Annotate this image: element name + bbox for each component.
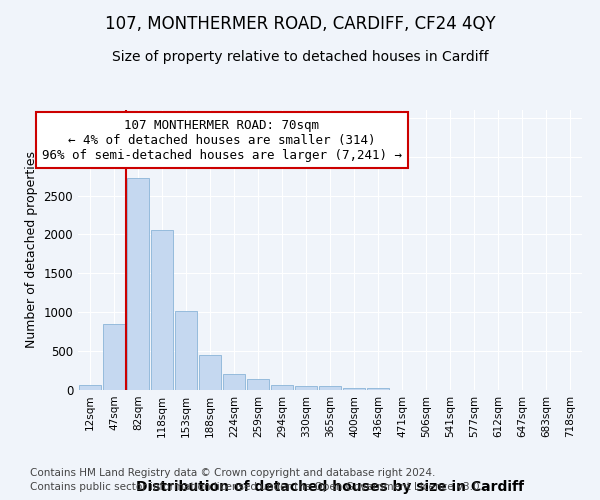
Text: Size of property relative to detached houses in Cardiff: Size of property relative to detached ho… bbox=[112, 50, 488, 64]
Bar bbox=[175, 312, 197, 390]
Bar bbox=[295, 386, 317, 390]
Bar bbox=[151, 230, 173, 390]
Text: Contains public sector information licensed under the Open Government Licence v3: Contains public sector information licen… bbox=[30, 482, 483, 492]
Bar bbox=[79, 386, 101, 390]
Text: Distribution of detached houses by size in Cardiff: Distribution of detached houses by size … bbox=[136, 480, 524, 494]
Bar bbox=[319, 386, 341, 390]
Bar bbox=[127, 178, 149, 390]
Bar bbox=[367, 388, 389, 390]
Text: Contains HM Land Registry data © Crown copyright and database right 2024.: Contains HM Land Registry data © Crown c… bbox=[30, 468, 436, 477]
Bar bbox=[271, 386, 293, 390]
Bar bbox=[223, 374, 245, 390]
Text: 107 MONTHERMER ROAD: 70sqm
← 4% of detached houses are smaller (314)
96% of semi: 107 MONTHERMER ROAD: 70sqm ← 4% of detac… bbox=[42, 118, 402, 162]
Bar bbox=[199, 354, 221, 390]
Bar bbox=[343, 388, 365, 390]
Bar bbox=[103, 324, 125, 390]
Bar bbox=[247, 378, 269, 390]
Y-axis label: Number of detached properties: Number of detached properties bbox=[25, 152, 38, 348]
Text: 107, MONTHERMER ROAD, CARDIFF, CF24 4QY: 107, MONTHERMER ROAD, CARDIFF, CF24 4QY bbox=[104, 15, 496, 33]
